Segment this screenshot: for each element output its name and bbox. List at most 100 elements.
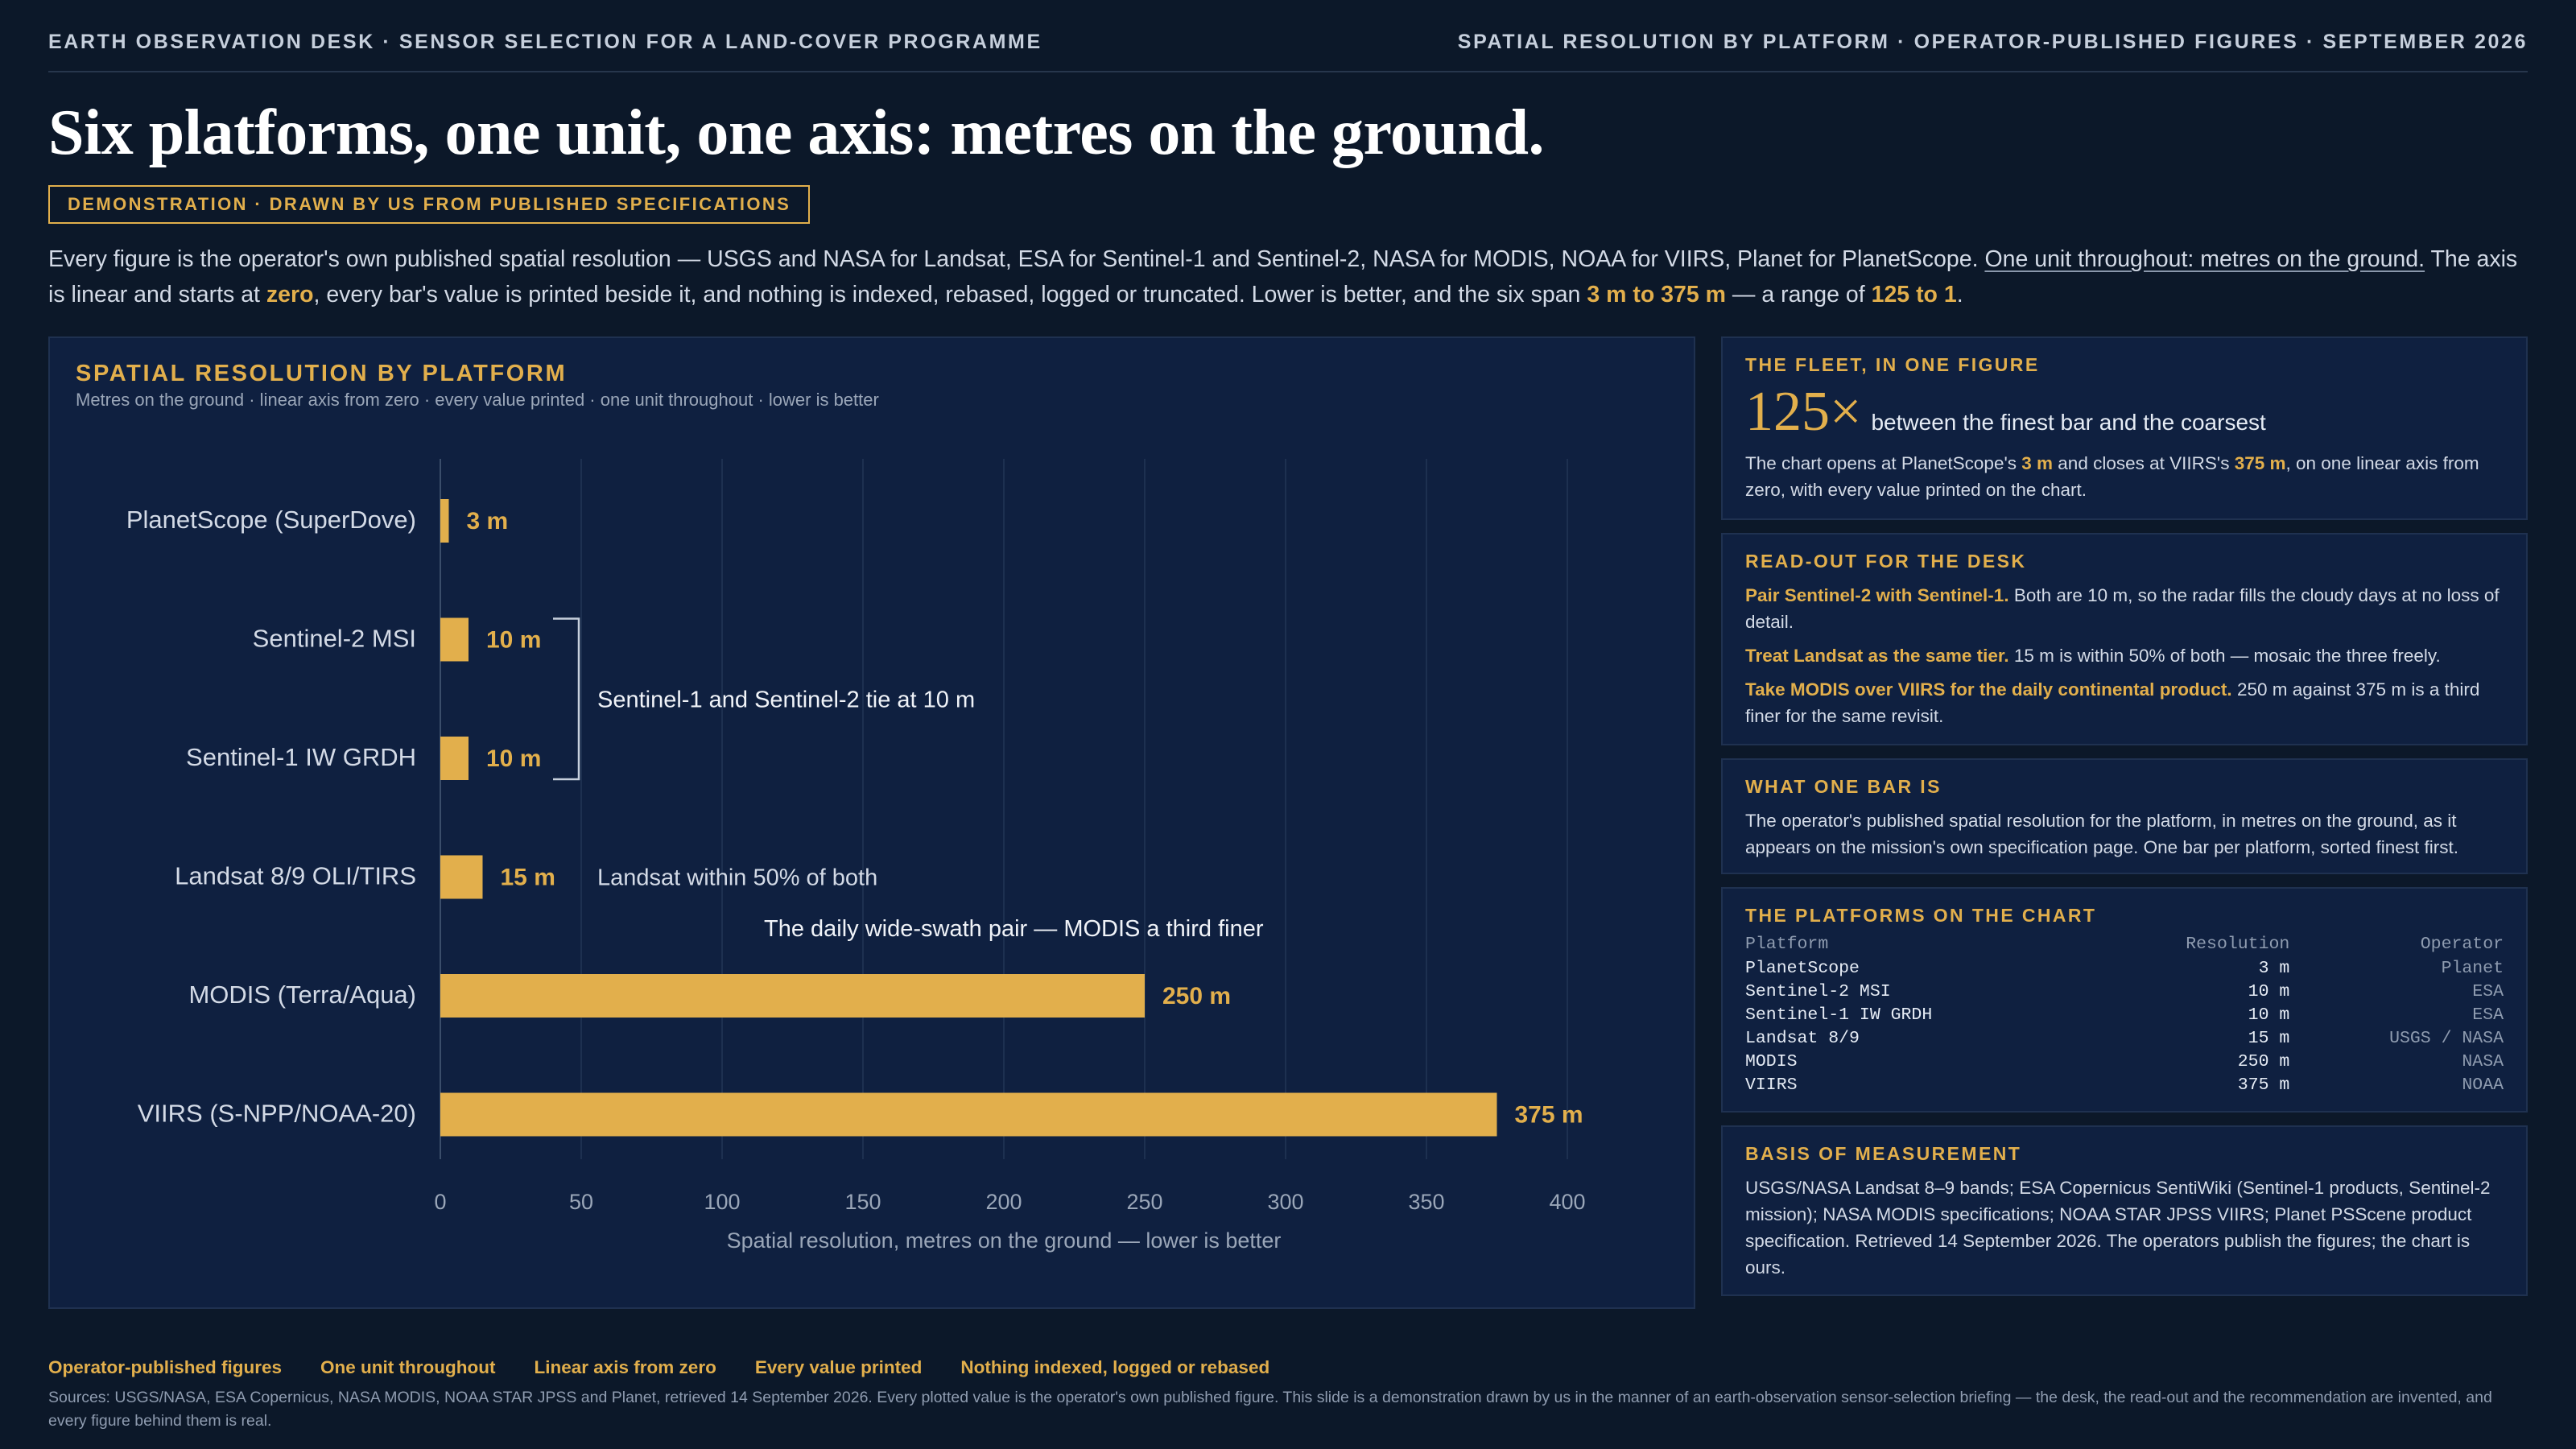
- value-label: 375 m: [1515, 1102, 1583, 1129]
- bar: [440, 855, 483, 899]
- readout-item-bold: Take MODIS over VIIRS for the daily cont…: [1745, 679, 2232, 700]
- fleet-max: 375 m: [2234, 453, 2286, 473]
- x-tick-label: 150: [844, 1190, 881, 1214]
- chart-title: SPATIAL RESOLUTION BY PLATFORM: [76, 361, 568, 386]
- footer-tag: Operator-published figures: [48, 1357, 283, 1377]
- fleet-big-text: between the finest bar and the coarsest: [1871, 410, 2266, 435]
- platforms-card: THE PLATFORMS ON THE CHART Platform Reso…: [1721, 887, 2528, 1113]
- x-tick-label: 100: [704, 1190, 740, 1214]
- cell-resolution: 10 m: [2248, 1005, 2290, 1025]
- table-row: PlanetScope 3 m Planet: [1745, 957, 2504, 980]
- intro-zero: zero: [266, 282, 314, 308]
- readout-item: Take MODIS over VIIRS for the daily cont…: [1745, 676, 2504, 729]
- intro-ratio: 125 to 1: [1871, 282, 1957, 308]
- fleet-text: The chart opens at PlanetScope's 3 m and…: [1745, 450, 2504, 503]
- readout-item-bold: Pair Sentinel-2 with Sentinel-1.: [1745, 585, 2009, 605]
- readout-card: READ-OUT FOR THE DESK Pair Sentinel-2 wi…: [1721, 533, 2528, 745]
- cell-operator: ESA: [2472, 1005, 2504, 1025]
- intro-paragraph: Every figure is the operator's own publi…: [48, 242, 2528, 312]
- cell-operator: ESA: [2472, 982, 2504, 1001]
- value-label: 15 m: [501, 865, 555, 891]
- value-label: 10 m: [486, 745, 541, 772]
- cell-resolution: 375 m: [2237, 1075, 2290, 1095]
- chart-subtitle: Metres on the ground · linear axis from …: [76, 390, 879, 410]
- footer-tag: Nothing indexed, logged or rebased: [960, 1357, 1270, 1377]
- table-row: MODIS 250 m NASA: [1745, 1051, 2504, 1074]
- header-right: SPATIAL RESOLUTION BY PLATFORM · OPERATO…: [1457, 31, 2528, 53]
- cell-resolution: 15 m: [2248, 1029, 2290, 1048]
- x-tick-label: 350: [1408, 1190, 1444, 1214]
- table-row: Sentinel-1 IW GRDH 10 m ESA: [1745, 1004, 2504, 1027]
- readout-item: Pair Sentinel-2 with Sentinel-1. Both ar…: [1745, 582, 2504, 635]
- cell-platform: PlanetScope: [1745, 959, 1860, 978]
- intro-span: 3 m to 375 m: [1587, 282, 1726, 308]
- fleet-min: 3 m: [2021, 453, 2054, 473]
- platforms-table: Platform Resolution Operator PlanetScope…: [1745, 935, 2504, 1097]
- footer-tag: Every value printed: [754, 1357, 923, 1377]
- bar: [440, 499, 449, 543]
- onebar-heading: WHAT ONE BAR IS: [1745, 776, 1942, 797]
- fleet-heading: THE FLEET, IN ONE FIGURE: [1745, 354, 2040, 375]
- category-label: PlanetScope (SuperDove): [126, 506, 416, 534]
- bar-chart: 0 50 100 150 200 250 300 350 400 Spatial resoluti…: [126, 459, 1586, 1253]
- annotation-tie: Sentinel-1 and Sentinel-2 tie at 10 m: [597, 687, 975, 712]
- footer-tags: Operator-published figures One unit thro…: [48, 1357, 1269, 1378]
- x-tick-label: 50: [569, 1190, 593, 1214]
- fleet-card: THE FLEET, IN ONE FIGURE 125× between th…: [1721, 336, 2528, 520]
- intro-text-3: The axis is linear and starts at: [48, 246, 2518, 308]
- x-tick-label: 200: [985, 1190, 1022, 1214]
- cell-platform: MODIS: [1745, 1052, 1798, 1071]
- cell-operator: NASA: [2462, 1052, 2504, 1071]
- category-label: MODIS (Terra/Aqua): [188, 980, 416, 1009]
- readout-item-bold: Treat Landsat as the same tier.: [1745, 646, 2009, 666]
- footer-tag: One unit throughout: [320, 1357, 496, 1377]
- basis-card: BASIS OF MEASUREMENT USGS/NASA Landsat 8…: [1721, 1125, 2528, 1296]
- col-platform: Platform: [1745, 935, 1829, 954]
- cell-operator: NOAA: [2462, 1075, 2504, 1095]
- fleet-big-number: 125×: [1745, 381, 1862, 443]
- x-tick-label: 0: [434, 1190, 446, 1214]
- cell-resolution: 3 m: [2258, 959, 2290, 978]
- intro-text-5: , every bar's value is printed beside it…: [313, 282, 1587, 308]
- sources-note: Sources: USGS/NASA, ESA Copernicus, NASA…: [48, 1389, 2492, 1430]
- cell-platform: Landsat 8/9: [1745, 1029, 1860, 1048]
- intro-text-7: — a range of: [1725, 282, 1872, 308]
- basis-text: USGS/NASA Landsat 8–9 bands; ESA Coperni…: [1745, 1178, 2491, 1278]
- x-tick-label: 400: [1549, 1190, 1585, 1214]
- fleet-text-3: and closes at VIIRS's: [2053, 453, 2235, 473]
- fleet-text-1: The chart opens at PlanetScope's: [1745, 453, 2022, 473]
- x-axis-label: Spatial resolution, metres on the ground…: [727, 1228, 1282, 1253]
- demo-badge: DEMONSTRATION · DRAWN BY US FROM PUBLISH…: [48, 185, 811, 224]
- table-row: VIIRS 375 m NOAA: [1745, 1074, 2504, 1097]
- cell-platform: Sentinel-2 MSI: [1745, 982, 1891, 1001]
- platforms-heading: THE PLATFORMS ON THE CHART: [1745, 905, 2097, 926]
- header-left: EARTH OBSERVATION DESK · SENSOR SELECTIO…: [48, 31, 1042, 53]
- page-title: Six platforms, one unit, one axis: metre…: [48, 97, 1545, 168]
- chart-panel: SPATIAL RESOLUTION BY PLATFORM Metres on…: [48, 336, 1695, 1309]
- readout-item: Treat Landsat as the same tier. 15 m is …: [1745, 642, 2504, 669]
- intro-unit-note: One unit throughout: metres on the groun…: [1984, 246, 2425, 272]
- bar: [440, 737, 469, 780]
- fleet-text-5: , on one linear axis from zero, with eve…: [1745, 453, 2479, 500]
- header-bar: EARTH OBSERVATION DESK · SENSOR SELECTIO…: [48, 31, 2528, 72]
- category-label: Sentinel-1 IW GRDH: [186, 743, 416, 771]
- tie-bracket: [553, 617, 580, 781]
- col-resolution: Resolution: [2186, 935, 2290, 954]
- table-header-row: Platform Resolution Operator: [1745, 935, 2504, 957]
- col-operator: Operator: [2420, 935, 2504, 954]
- bar: [440, 617, 469, 662]
- x-tick-label: 250: [1126, 1190, 1162, 1214]
- readout-item-text: 250 m against 375 m is a third finer for…: [1745, 679, 2480, 726]
- basis-heading: BASIS OF MEASUREMENT: [1745, 1143, 2022, 1164]
- onebar-card: WHAT ONE BAR IS The operator's published…: [1721, 758, 2528, 874]
- cell-operator: USGS / NASA: [2389, 1029, 2504, 1048]
- cell-platform: VIIRS: [1745, 1075, 1798, 1095]
- category-label: VIIRS (S-NPP/NOAA-20): [138, 1100, 416, 1128]
- annotation-modis: The daily wide-swath pair — MODIS a thir…: [764, 916, 1264, 942]
- intro-text-1: Every figure is the operator's own publi…: [48, 246, 1985, 272]
- annotation-landsat: Landsat within 50% of both: [597, 865, 877, 891]
- x-tick-label: 300: [1267, 1190, 1303, 1214]
- table-row: Sentinel-2 MSI 10 m ESA: [1745, 980, 2504, 1004]
- value-label: 3 m: [467, 508, 509, 535]
- bar: [440, 1092, 1497, 1137]
